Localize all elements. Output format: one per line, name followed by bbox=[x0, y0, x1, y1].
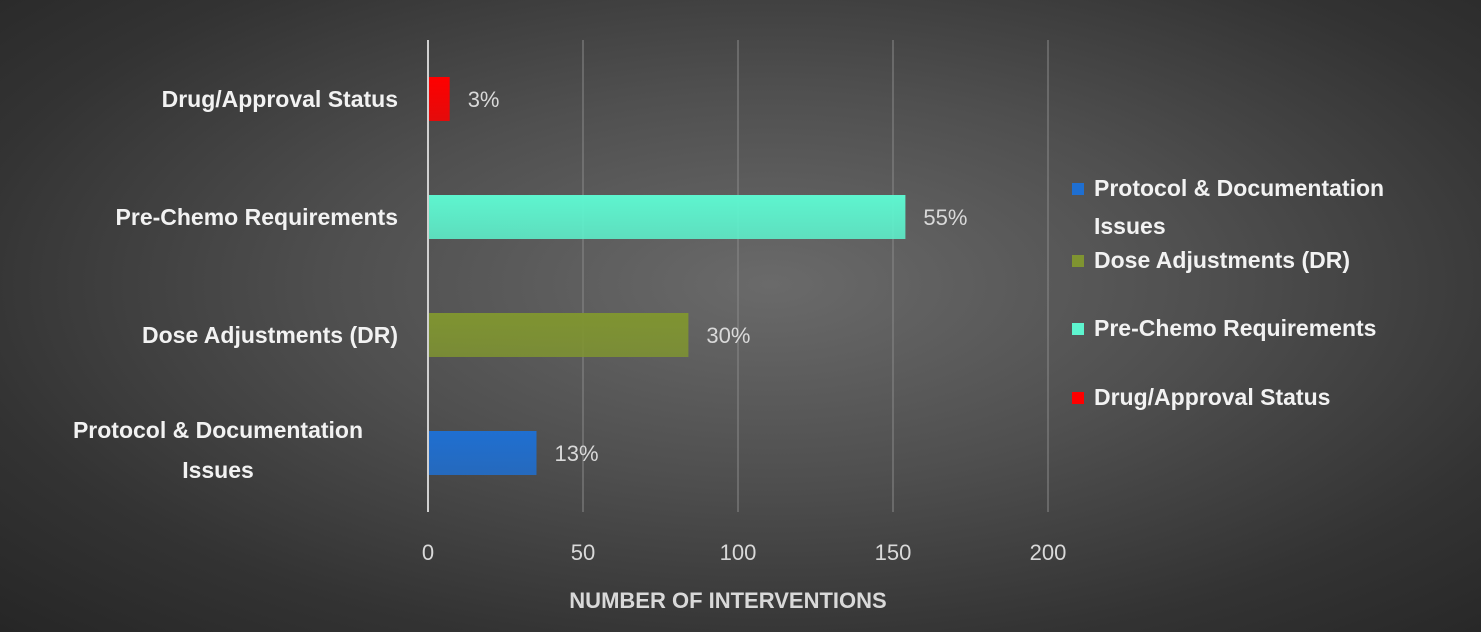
data-label-dose-adjustments-dr: 30% bbox=[706, 323, 750, 348]
bar-dose-adjustments-dr bbox=[429, 313, 689, 357]
bar-protocol-documentation-issues bbox=[429, 431, 537, 475]
bars bbox=[429, 77, 906, 475]
data-label-drug-approval-status: 3% bbox=[468, 87, 500, 112]
category-label-protocol-documentation-issues: Protocol & Documentation Issues bbox=[73, 417, 363, 483]
x-tick-label: 50 bbox=[571, 540, 595, 565]
legend-swatch-pre-chemo-requirements bbox=[1072, 323, 1084, 335]
legend-swatch-protocol-documentation-issues bbox=[1072, 183, 1084, 195]
bar-drug-approval-status bbox=[429, 77, 450, 121]
legend-label-dose-adjustments-dr: Dose Adjustments (DR) bbox=[1094, 247, 1350, 273]
legend: Protocol & Documentation Issues Dose Adjus… bbox=[1072, 175, 1384, 410]
x-tick-label: 200 bbox=[1030, 540, 1067, 565]
data-label-pre-chemo-requirements: 55% bbox=[923, 205, 967, 230]
data-label-protocol-documentation-issues: 13% bbox=[555, 441, 599, 466]
gridlines bbox=[427, 40, 1049, 512]
category-label-dose-adjustments-dr: Dose Adjustments (DR) bbox=[142, 322, 398, 348]
x-tick-label: 150 bbox=[875, 540, 912, 565]
legend-label-protocol-documentation-issues: Protocol & Documentation Issues bbox=[1094, 175, 1384, 239]
legend-label-pre-chemo-requirements: Pre-Chemo Requirements bbox=[1094, 315, 1376, 341]
legend-swatch-dose-adjustments-dr bbox=[1072, 255, 1084, 267]
legend-label-drug-approval-status: Drug/Approval Status bbox=[1094, 384, 1330, 410]
x-tick-label: 100 bbox=[720, 540, 757, 565]
category-label-drug-approval-status: Drug/Approval Status bbox=[162, 86, 398, 112]
category-label-pre-chemo-requirements: Pre-Chemo Requirements bbox=[116, 204, 398, 230]
x-axis-title: NUMBER OF INTERVENTIONS bbox=[569, 588, 886, 613]
bar-pre-chemo-requirements bbox=[429, 195, 906, 239]
legend-swatch-drug-approval-status bbox=[1072, 392, 1084, 404]
x-tick-label: 0 bbox=[422, 540, 434, 565]
labels: 0 50 100 150 200 13% Protocol & Documentation I… bbox=[73, 86, 1066, 565]
